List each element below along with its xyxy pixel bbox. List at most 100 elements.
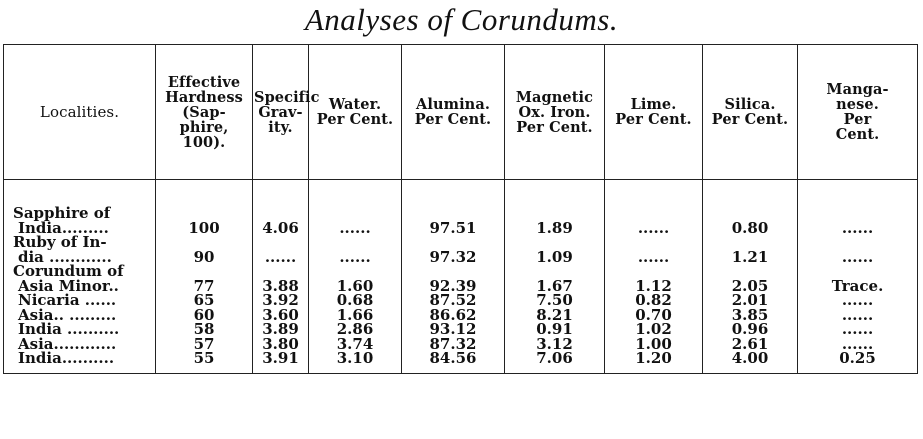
page-title: Analyses of Corundums. [304, 2, 619, 37]
cell-specific-gravity [252, 264, 309, 279]
cell-specific-gravity: 3.80 [252, 336, 309, 351]
table-row: Asia............ 57 3.80 3.74 87.32 3.12 1.00 2… [3, 336, 918, 351]
cell-magnetic-oxide-iron: 1.89 [504, 220, 605, 235]
cell-water [308, 206, 402, 221]
column-header-water: Water. Per Cent. [308, 44, 402, 180]
cell-water: 1.60 [308, 278, 402, 293]
cell-water: ...... [308, 249, 402, 264]
cell-magnetic-oxide-iron: 0.91 [504, 322, 605, 337]
cell-effective-hardness [155, 235, 253, 250]
cell-manganese: 0.25 [797, 351, 918, 374]
cell-silica [702, 235, 798, 250]
cell-effective-hardness: 65 [155, 293, 253, 308]
cell-manganese: ...... [797, 249, 918, 264]
cell-locality: Ruby of In- [3, 235, 156, 250]
cell-silica: 0.96 [702, 322, 798, 337]
column-header-effective-hardness: Effective Hardness (Sap- phire, 100). [155, 44, 253, 180]
cell-lime: 1.12 [604, 278, 703, 293]
cell-lime [604, 206, 703, 221]
cell-effective-hardness: 55 [155, 351, 253, 374]
cell-silica: 2.01 [702, 293, 798, 308]
cell-locality: Corundum of [3, 264, 156, 279]
cell-specific-gravity: 4.06 [252, 220, 309, 235]
cell-water [308, 264, 402, 279]
header-row: Localities. Effective Hardness (Sap- phi… [3, 44, 918, 180]
corundum-analyses-table: Localities. Effective Hardness (Sap- phi… [3, 44, 918, 374]
cell-locality: Asia Minor.. [3, 278, 156, 293]
cell-effective-hardness [155, 264, 253, 279]
cell-silica: 2.05 [702, 278, 798, 293]
cell-lime: 1.02 [604, 322, 703, 337]
table-row: Asia Minor.. 77 3.88 1.60 92.39 1.67 1.12 2.05 T… [3, 278, 918, 293]
cell-magnetic-oxide-iron [504, 264, 605, 279]
cell-locality: Asia.. ......... [3, 307, 156, 322]
cell-locality: India .......... [3, 322, 156, 337]
cell-silica: 3.85 [702, 307, 798, 322]
cell-water [308, 235, 402, 250]
cell-water: ...... [308, 220, 402, 235]
table-row: India .......... 58 3.89 2.86 93.12 0.91 1.02 0… [3, 322, 918, 337]
cell-lime: 1.00 [604, 336, 703, 351]
cell-locality: India.......... [3, 351, 156, 374]
cell-water: 1.66 [308, 307, 402, 322]
cell-lime: ...... [604, 220, 703, 235]
cell-silica: 4.00 [702, 351, 798, 374]
cell-specific-gravity: 3.60 [252, 307, 309, 322]
cell-alumina: 86.62 [401, 307, 505, 322]
cell-alumina: 87.32 [401, 336, 505, 351]
cell-magnetic-oxide-iron: 1.67 [504, 278, 605, 293]
cell-specific-gravity [252, 235, 309, 250]
cell-lime: 1.20 [604, 351, 703, 374]
cell-silica: 1.21 [702, 249, 798, 264]
column-header-manganese: Manga- nese. Per Cent. [797, 44, 918, 180]
cell-locality: Asia............ [3, 336, 156, 351]
cell-lime [604, 264, 703, 279]
cell-specific-gravity: 3.89 [252, 322, 309, 337]
table-row: dia ............ 90............ 97.32 1.09.… [3, 249, 918, 264]
cell-water: 3.10 [308, 351, 402, 374]
cell-magnetic-oxide-iron: 8.21 [504, 307, 605, 322]
cell-specific-gravity: ...... [252, 249, 309, 264]
cell-effective-hardness: 77 [155, 278, 253, 293]
cell-alumina [401, 206, 505, 221]
cell-specific-gravity: 3.91 [252, 351, 309, 374]
cell-effective-hardness [155, 206, 253, 221]
cell-magnetic-oxide-iron: 7.06 [504, 351, 605, 374]
column-header-silica: Silica. Per Cent. [702, 44, 798, 180]
cell-alumina: 84.56 [401, 351, 505, 374]
cell-magnetic-oxide-iron [504, 235, 605, 250]
cell-manganese: ...... [797, 293, 918, 308]
cell-water: 0.68 [308, 293, 402, 308]
cell-lime: ...... [604, 249, 703, 264]
cell-manganese: Trace. [797, 278, 918, 293]
cell-locality: Nicaria ...... [3, 293, 156, 308]
table-row: Nicaria ...... 65 3.92 0.68 87.52 7.50 0.82 2.0… [3, 293, 918, 308]
cell-specific-gravity: 3.92 [252, 293, 309, 308]
column-header-magnetic-oxide-iron: Magnetic Ox. Iron. Per Cent. [504, 44, 605, 180]
table-row: India......... 100 4.06...... 97.51 1.89....… [3, 220, 918, 235]
cell-manganese: ...... [797, 307, 918, 322]
cell-manganese: ...... [797, 220, 918, 235]
column-header-localities: Localities. [3, 44, 156, 180]
cell-lime: 0.70 [604, 307, 703, 322]
column-header-alumina: Alumina. Per Cent. [401, 44, 505, 180]
cell-alumina: 93.12 [401, 322, 505, 337]
cell-magnetic-oxide-iron: 1.09 [504, 249, 605, 264]
cell-alumina: 97.51 [401, 220, 505, 235]
cell-magnetic-oxide-iron: 7.50 [504, 293, 605, 308]
table-row: Asia.. ......... 60 3.60 1.66 86.62 8.21 0.70 3… [3, 307, 918, 322]
cell-alumina: 97.32 [401, 249, 505, 264]
cell-alumina: 92.39 [401, 278, 505, 293]
column-header-lime: Lime. Per Cent. [604, 44, 703, 180]
cell-alumina [401, 264, 505, 279]
cell-effective-hardness: 58 [155, 322, 253, 337]
cell-manganese: ...... [797, 322, 918, 337]
table-row: Sapphire of [3, 206, 918, 221]
cell-lime [604, 235, 703, 250]
cell-manganese [797, 206, 918, 221]
cell-silica: 2.61 [702, 336, 798, 351]
cell-manganese [797, 264, 918, 279]
cell-water: 3.74 [308, 336, 402, 351]
cell-silica [702, 264, 798, 279]
cell-water: 2.86 [308, 322, 402, 337]
